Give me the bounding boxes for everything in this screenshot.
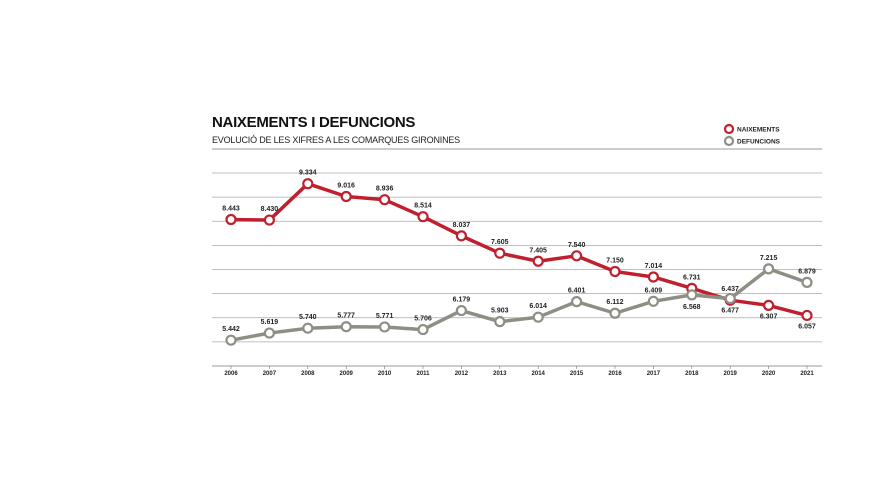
data-label: 6.307: [760, 313, 778, 320]
data-label: 8.514: [414, 203, 432, 210]
data-label: 6.401: [568, 288, 586, 295]
legend-marker: [723, 135, 735, 147]
x-tick-label: 2007: [263, 371, 277, 377]
x-tick-label: 2018: [685, 371, 699, 377]
data-point: [532, 311, 544, 323]
data-label: 6.179: [453, 297, 471, 304]
data-label: 5.777: [337, 313, 355, 320]
data-point: [801, 276, 813, 289]
data-point: [455, 230, 467, 242]
x-tick-label: 2011: [416, 371, 430, 377]
data-point: [340, 321, 352, 333]
data-point: [494, 316, 506, 328]
x-tick-label: 2019: [724, 371, 738, 377]
data-label: 5.771: [376, 313, 394, 320]
data-label: 6.568: [683, 304, 701, 311]
data-point: [647, 295, 660, 307]
data-label: 6.879: [798, 268, 816, 275]
data-label: 7.540: [568, 242, 586, 249]
data-label: 7.014: [645, 263, 663, 270]
data-point: [570, 250, 583, 262]
data-point: [762, 299, 775, 312]
data-label: 8.430: [261, 206, 279, 213]
data-label: 6.731: [683, 274, 701, 281]
data-point: [225, 334, 237, 346]
data-point: [494, 247, 506, 259]
x-tick-label: 2014: [532, 371, 546, 377]
data-point: [302, 178, 314, 190]
x-tick-label: 2016: [608, 371, 622, 377]
data-point: [609, 307, 621, 319]
data-point: [801, 309, 813, 322]
data-point: [609, 265, 621, 278]
data-label: 6.437: [721, 286, 739, 293]
x-tick-label: 2009: [340, 371, 354, 377]
data-point: [417, 211, 429, 223]
data-label: 9.016: [337, 182, 355, 189]
legend-label: NAIXEMENTS: [737, 127, 780, 134]
legend-marker: [723, 123, 735, 135]
data-label: 5.619: [261, 319, 279, 326]
x-tick-label: 2010: [378, 371, 392, 377]
legend-label: DEFUNCIONS: [737, 139, 781, 146]
data-label: 6.477: [721, 308, 739, 315]
data-label: 7.215: [760, 255, 778, 262]
data-label: 5.706: [414, 316, 432, 323]
x-tick-label: 2017: [647, 371, 661, 377]
x-tick-label: 2013: [493, 371, 507, 377]
data-point: [340, 190, 352, 203]
x-tick-label: 2020: [762, 371, 776, 377]
data-point: [379, 194, 391, 206]
data-label: 8.443: [222, 206, 240, 213]
x-tick-label: 2012: [455, 371, 469, 377]
data-point: [263, 214, 275, 226]
data-point: [762, 263, 775, 275]
data-point: [686, 289, 698, 301]
x-tick-label: 2021: [800, 371, 814, 377]
data-label: 7.605: [491, 239, 509, 246]
data-label: 5.903: [491, 308, 509, 315]
data-point: [570, 296, 583, 308]
x-tick-label: 2008: [301, 371, 315, 377]
data-point: [417, 323, 429, 336]
chart-subtitle: EVOLUCIÓ DE LES XIFRES A LES COMARQUES G…: [212, 135, 460, 145]
data-label: 5.442: [222, 326, 240, 333]
data-label: 8.037: [453, 222, 471, 229]
data-label: 7.405: [529, 247, 547, 254]
series-line-defuncions: [230, 267, 808, 342]
x-tick-label: 2006: [224, 371, 238, 377]
data-label: 6.112: [606, 299, 623, 306]
data-label: 6.014: [529, 303, 547, 310]
data-point: [379, 321, 391, 333]
data-label: 6.057: [798, 323, 816, 330]
data-point: [724, 292, 736, 305]
data-point: [532, 255, 544, 267]
data-label: 9.334: [299, 170, 317, 177]
data-point: [225, 213, 237, 226]
data-point: [302, 322, 314, 334]
data-label: 7.150: [606, 258, 624, 265]
data-point: [647, 271, 660, 283]
data-label: 8.936: [376, 186, 394, 193]
data-point: [263, 327, 275, 339]
series-line-naixements: [230, 181, 808, 318]
data-label: 5.740: [299, 314, 317, 321]
chart-title: NAIXEMENTS I DEFUNCIONS: [212, 114, 416, 131]
x-tick-label: 2015: [570, 371, 584, 377]
data-label: 6.409: [645, 287, 663, 294]
data-point: [455, 304, 467, 317]
